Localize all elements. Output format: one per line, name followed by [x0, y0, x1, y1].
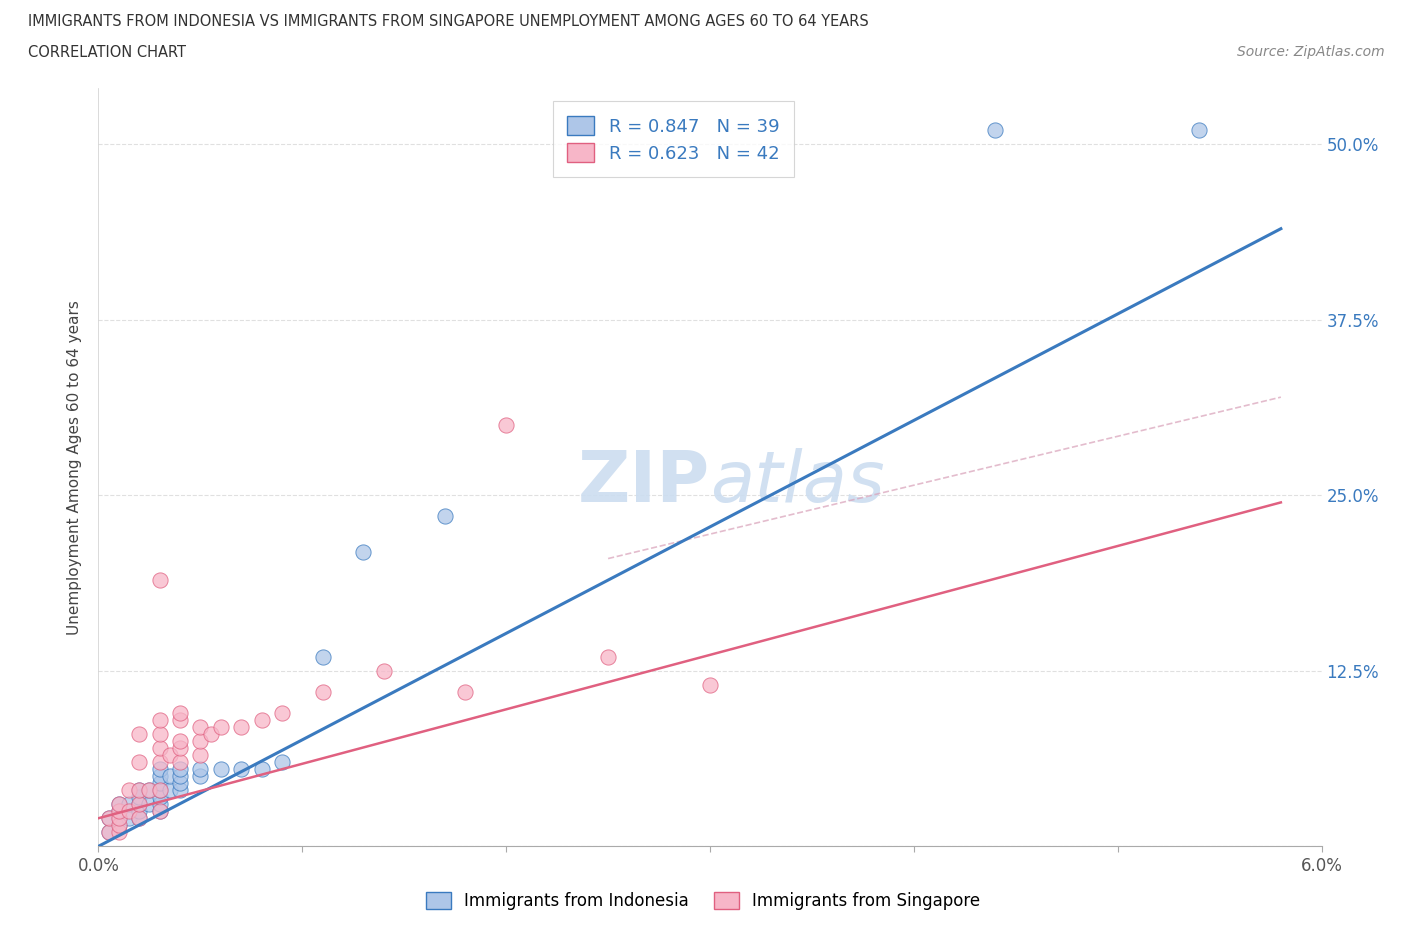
Point: [495, 418, 517, 432]
Point: [108, 817, 131, 832]
Point: [200, 726, 222, 741]
Point: [188, 748, 212, 763]
Point: [97, 825, 120, 840]
Point: [352, 544, 374, 559]
Point: [169, 740, 191, 755]
Point: [128, 811, 150, 826]
Point: [270, 706, 292, 721]
Point: [188, 762, 212, 777]
Point: [128, 754, 150, 769]
Point: [149, 740, 172, 755]
Point: [149, 790, 172, 804]
Point: [118, 804, 141, 818]
Point: [138, 783, 160, 798]
Point: [138, 797, 160, 812]
Point: [108, 811, 131, 826]
Point: [209, 720, 232, 735]
Point: [149, 804, 172, 818]
Point: [250, 762, 273, 777]
Point: [188, 720, 212, 735]
Point: [984, 123, 1007, 138]
Point: [699, 677, 721, 692]
Text: IMMIGRANTS FROM INDONESIA VS IMMIGRANTS FROM SINGAPORE UNEMPLOYMENT AMONG AGES 6: IMMIGRANTS FROM INDONESIA VS IMMIGRANTS …: [28, 14, 869, 29]
Point: [433, 509, 456, 524]
Point: [373, 663, 395, 678]
Point: [250, 712, 273, 727]
Point: [270, 754, 292, 769]
Point: [149, 712, 172, 727]
Point: [149, 726, 172, 741]
Point: [598, 649, 620, 664]
Point: [108, 804, 131, 818]
Point: [209, 762, 232, 777]
Legend: Immigrants from Indonesia, Immigrants from Singapore: Immigrants from Indonesia, Immigrants fr…: [419, 885, 987, 917]
Point: [128, 797, 150, 812]
Point: [128, 790, 150, 804]
Point: [108, 804, 131, 818]
Point: [118, 811, 141, 826]
Point: [169, 783, 191, 798]
Point: [108, 817, 131, 832]
Point: [159, 783, 181, 798]
Point: [311, 649, 335, 664]
Point: [97, 825, 120, 840]
Point: [128, 726, 150, 741]
Point: [311, 684, 335, 699]
Point: [149, 762, 172, 777]
Point: [149, 804, 172, 818]
Text: ZIP: ZIP: [578, 448, 710, 517]
Point: [149, 754, 172, 769]
Point: [149, 769, 172, 784]
Point: [118, 797, 141, 812]
Point: [108, 811, 131, 826]
Y-axis label: Unemployment Among Ages 60 to 64 years: Unemployment Among Ages 60 to 64 years: [67, 299, 83, 635]
Point: [97, 811, 120, 826]
Point: [128, 783, 150, 798]
Point: [149, 572, 172, 587]
Point: [169, 734, 191, 749]
Point: [454, 684, 477, 699]
Point: [128, 783, 150, 798]
Point: [149, 783, 172, 798]
Point: [97, 811, 120, 826]
Point: [169, 776, 191, 790]
Point: [149, 797, 172, 812]
Legend: R = 0.847   N = 39, R = 0.623   N = 42: R = 0.847 N = 39, R = 0.623 N = 42: [553, 101, 794, 177]
Point: [108, 797, 131, 812]
Point: [149, 776, 172, 790]
Point: [128, 797, 150, 812]
Text: CORRELATION CHART: CORRELATION CHART: [28, 45, 186, 60]
Point: [169, 712, 191, 727]
Point: [169, 769, 191, 784]
Point: [138, 783, 160, 798]
Point: [159, 769, 181, 784]
Point: [188, 769, 212, 784]
Point: [169, 754, 191, 769]
Text: Source: ZipAtlas.com: Source: ZipAtlas.com: [1237, 45, 1385, 59]
Text: atlas: atlas: [710, 448, 884, 517]
Point: [128, 811, 150, 826]
Point: [118, 783, 141, 798]
Point: [1188, 123, 1211, 138]
Point: [169, 762, 191, 777]
Point: [169, 706, 191, 721]
Point: [159, 748, 181, 763]
Point: [231, 762, 253, 777]
Point: [108, 797, 131, 812]
Point: [231, 720, 253, 735]
Point: [188, 734, 212, 749]
Point: [128, 804, 150, 818]
Point: [149, 783, 172, 798]
Point: [108, 825, 131, 840]
